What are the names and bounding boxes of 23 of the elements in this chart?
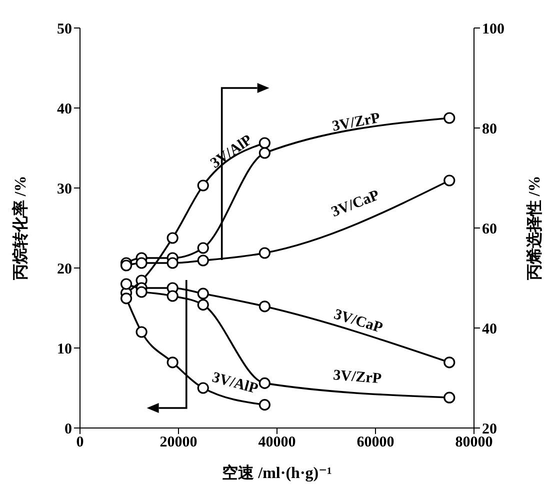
y2-tick-label: 40: [482, 321, 497, 338]
y2-tick-label: 80: [482, 121, 497, 138]
text: 3V/AlP: [210, 370, 260, 398]
x-axis-title: 空速 /ml·(h·g)⁻¹: [222, 464, 332, 482]
y-tick-label: 50: [57, 21, 72, 38]
x-tick-label: 80000: [455, 434, 493, 451]
y-tick-label: 40: [57, 101, 72, 118]
text: 3V/CaP: [332, 306, 384, 336]
y-tick-label: 30: [57, 181, 72, 198]
x-tick-label: 0: [76, 434, 84, 451]
x-tick-label: 40000: [258, 434, 296, 451]
x-tick-label: 20000: [160, 434, 198, 451]
y-axis-title: 丙烷转化率 /%: [10, 176, 30, 282]
y2-tick-label: 20: [482, 421, 497, 438]
series-label: 3V/ZrP: [332, 368, 382, 388]
x-tick-label: 60000: [356, 434, 394, 451]
y-tick-label: 20: [57, 261, 72, 278]
y-tick-label: 10: [57, 341, 72, 358]
y-tick-label: 0: [64, 421, 72, 438]
text: 3V/ZrP: [331, 110, 382, 135]
y2-axis-title: 丙烯选择性 /%: [526, 176, 544, 282]
y2-tick-label: 60: [482, 221, 497, 238]
y2-tick-label: 100: [482, 21, 504, 38]
